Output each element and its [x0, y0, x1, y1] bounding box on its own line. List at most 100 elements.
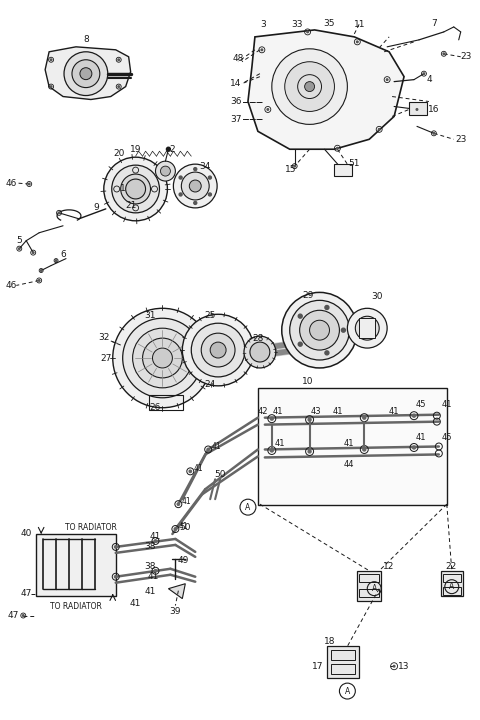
Circle shape: [305, 81, 314, 91]
Text: 41: 41: [193, 464, 203, 473]
Text: 35: 35: [324, 19, 335, 29]
Text: 12: 12: [384, 562, 395, 571]
Circle shape: [179, 176, 182, 179]
Circle shape: [194, 202, 197, 204]
Circle shape: [290, 300, 349, 360]
Text: 24: 24: [204, 380, 216, 390]
Text: 26: 26: [150, 403, 161, 413]
Text: 46: 46: [6, 281, 17, 290]
Text: 45: 45: [416, 400, 426, 409]
Circle shape: [50, 86, 52, 87]
Text: 33: 33: [291, 20, 302, 30]
Bar: [443, 587, 461, 595]
Circle shape: [393, 665, 395, 667]
Text: 45: 45: [442, 433, 452, 442]
Text: 32: 32: [98, 333, 109, 341]
Text: 2: 2: [169, 145, 175, 154]
Circle shape: [308, 450, 311, 453]
Text: 41: 41: [148, 572, 159, 581]
Text: 41: 41: [273, 408, 283, 416]
Text: 51: 51: [348, 158, 360, 168]
Circle shape: [244, 336, 276, 368]
Circle shape: [412, 446, 416, 449]
Circle shape: [336, 148, 338, 149]
Text: 18: 18: [324, 637, 335, 646]
Circle shape: [378, 129, 380, 130]
Circle shape: [118, 59, 120, 60]
Bar: [332, 665, 355, 674]
Text: 39: 39: [169, 607, 181, 616]
Circle shape: [33, 252, 34, 253]
Circle shape: [272, 49, 348, 125]
Text: 43: 43: [310, 408, 321, 416]
Text: 13: 13: [398, 662, 410, 671]
Circle shape: [115, 546, 117, 548]
Circle shape: [250, 342, 270, 362]
Circle shape: [19, 248, 20, 249]
Bar: [409, 102, 427, 115]
Circle shape: [115, 575, 117, 578]
Circle shape: [194, 168, 197, 171]
Text: 42: 42: [258, 408, 268, 416]
Bar: [148, 395, 183, 410]
Text: 38: 38: [145, 562, 156, 571]
Text: 29: 29: [302, 291, 313, 300]
Text: 17: 17: [312, 662, 324, 671]
Circle shape: [23, 615, 24, 616]
Text: 14: 14: [230, 79, 242, 88]
Text: 31: 31: [145, 311, 156, 320]
Text: 47: 47: [21, 589, 32, 598]
Circle shape: [423, 73, 425, 74]
Circle shape: [282, 292, 357, 368]
Circle shape: [416, 109, 418, 110]
Circle shape: [64, 52, 108, 96]
Circle shape: [143, 338, 182, 378]
Text: 9: 9: [93, 203, 99, 212]
Text: 15: 15: [285, 165, 297, 174]
Text: 50: 50: [215, 470, 226, 479]
Circle shape: [310, 320, 329, 340]
Bar: [360, 318, 375, 338]
Circle shape: [177, 503, 180, 505]
Text: 34: 34: [200, 161, 211, 171]
Circle shape: [174, 528, 177, 530]
Circle shape: [357, 41, 358, 42]
Circle shape: [173, 164, 217, 208]
Text: 47: 47: [8, 611, 19, 620]
Circle shape: [363, 416, 366, 419]
Text: 48: 48: [232, 54, 244, 63]
Text: 41: 41: [442, 400, 452, 409]
Circle shape: [28, 183, 30, 185]
Circle shape: [80, 68, 92, 80]
Text: 21: 21: [125, 202, 136, 210]
Text: 20: 20: [113, 149, 124, 158]
Circle shape: [132, 328, 192, 388]
Text: 22: 22: [445, 562, 456, 571]
Text: 50: 50: [180, 523, 191, 531]
Polygon shape: [168, 584, 185, 598]
Bar: [335, 164, 352, 176]
Text: 1: 1: [120, 184, 126, 194]
Circle shape: [189, 470, 192, 472]
Text: 41: 41: [389, 408, 399, 416]
Circle shape: [363, 448, 366, 451]
Circle shape: [104, 157, 168, 221]
Text: 5: 5: [16, 236, 22, 246]
Circle shape: [55, 260, 57, 261]
Bar: [443, 574, 461, 582]
Circle shape: [270, 449, 273, 452]
Circle shape: [182, 314, 254, 386]
Circle shape: [261, 49, 263, 50]
Text: 41: 41: [344, 439, 355, 448]
Bar: [360, 574, 379, 582]
Text: 41: 41: [211, 442, 221, 451]
Text: 41: 41: [150, 533, 161, 541]
Circle shape: [433, 132, 435, 134]
Circle shape: [325, 305, 329, 310]
Text: A: A: [245, 503, 251, 512]
Circle shape: [308, 418, 311, 421]
Circle shape: [179, 193, 182, 196]
Text: 3: 3: [260, 20, 266, 30]
Bar: [357, 571, 381, 600]
Circle shape: [153, 348, 172, 368]
